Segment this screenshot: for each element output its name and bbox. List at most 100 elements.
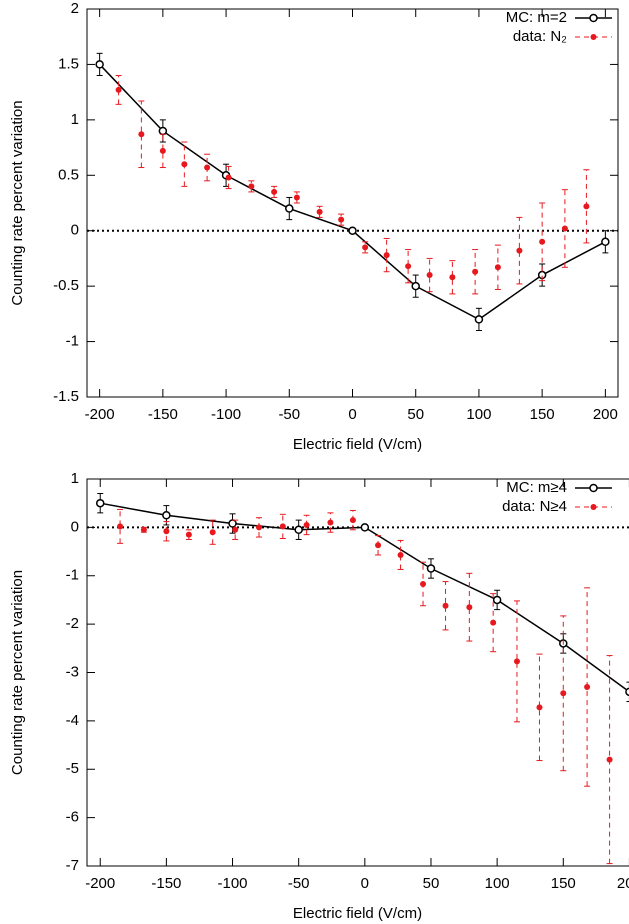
x-tick-label: 200 (617, 875, 629, 892)
point (490, 619, 497, 626)
point (494, 264, 501, 271)
error-bar (466, 572, 473, 642)
point (225, 174, 232, 181)
x-tick-label: -50 (278, 406, 300, 423)
legend-label: data: N₂ (513, 28, 567, 45)
x-tick-label: -100 (218, 875, 248, 892)
point (442, 602, 449, 609)
error-bar (405, 249, 412, 284)
y-tick-label: 0.5 (58, 166, 79, 183)
point (279, 523, 286, 530)
legend-label: MC: m=2 (506, 9, 567, 26)
x-axis-label: Electric field (V/cm) (293, 436, 422, 453)
error-bar (560, 615, 567, 772)
error-bar (293, 191, 300, 204)
point (348, 226, 357, 235)
point (584, 684, 591, 691)
x-tick-label: 150 (551, 875, 576, 892)
point (115, 86, 122, 93)
legend-marker (590, 34, 597, 40)
point (255, 524, 262, 531)
plot: -1.5 -1 -0.5 0 0.5 1 1.5 2 -200 -150 -100 -50 0 50 100… (9, 0, 619, 453)
x-tick-label: 0 (361, 875, 369, 892)
y-tick-label: -4 (66, 712, 79, 729)
point (561, 225, 568, 232)
error-bar (426, 257, 433, 293)
point (162, 511, 171, 520)
point (625, 687, 629, 697)
y-axis-label: Counting rate percent variation (9, 100, 26, 305)
x-tick-label: 0 (348, 406, 356, 423)
point (513, 658, 520, 665)
x-tick-label: -100 (211, 406, 241, 423)
point (185, 531, 192, 538)
y-axis-label: Counting rate percent variation (9, 570, 26, 775)
x-axis-label: Electric field (V/cm) (293, 905, 422, 922)
y-tick-label: 0 (71, 222, 79, 239)
point (606, 756, 613, 763)
error-bar (271, 185, 278, 198)
point (474, 315, 484, 324)
legend-label: MC: m≥4 (506, 479, 567, 496)
y-tick-label: -7 (66, 857, 79, 874)
plot-frame (86, 478, 629, 867)
error-bar (338, 213, 345, 226)
y-tick-label: -3 (66, 663, 79, 680)
x-tick-label: 50 (407, 406, 424, 423)
y-tick-label: 1 (71, 470, 79, 487)
y-tick-label: -1 (66, 567, 79, 584)
point (327, 519, 334, 526)
point (232, 526, 239, 533)
y-tick-label: -1 (66, 333, 79, 350)
point (466, 604, 473, 611)
point (420, 580, 427, 587)
x-tick-label: 200 (593, 406, 618, 423)
point (360, 523, 370, 532)
point (204, 164, 211, 171)
error-bar (117, 508, 124, 544)
point (601, 237, 610, 247)
y-tick-label: 2 (71, 0, 79, 17)
y-tick-label: 1.5 (58, 55, 79, 72)
point (362, 244, 369, 251)
error-bar (383, 237, 390, 273)
y-tick-label: -0.5 (53, 277, 79, 294)
error-bar (536, 653, 543, 762)
error-bar (316, 205, 323, 218)
point (375, 542, 382, 549)
y-tick-label: -2 (66, 615, 79, 632)
y-tick-label: 1 (71, 111, 79, 128)
legend-label: data: N≥4 (502, 498, 567, 515)
point (397, 551, 404, 558)
error-bar (138, 100, 145, 169)
error-bar (159, 133, 166, 169)
legend-marker (589, 13, 598, 23)
point (449, 274, 456, 281)
x-tick-label: -200 (85, 875, 115, 892)
point (95, 60, 104, 69)
x-tick-label: 100 (485, 875, 510, 892)
x-tick-label: -50 (288, 875, 310, 892)
point (492, 595, 502, 605)
x-tick-label: 100 (466, 406, 491, 423)
error-bar (626, 681, 629, 703)
point (383, 252, 390, 259)
point (294, 525, 303, 535)
error-bar (115, 75, 122, 105)
point (117, 523, 124, 530)
point (271, 188, 278, 195)
error-bar (516, 216, 523, 285)
point (140, 526, 147, 533)
error-bar (362, 241, 369, 254)
error-bar (397, 539, 404, 570)
point (163, 528, 170, 535)
point (316, 208, 323, 215)
series-line (99, 63, 606, 321)
point (338, 216, 345, 223)
error-bar (513, 600, 520, 723)
point (158, 126, 168, 136)
point (138, 131, 145, 138)
y-tick-label: -1.5 (53, 388, 79, 405)
point (181, 161, 188, 168)
